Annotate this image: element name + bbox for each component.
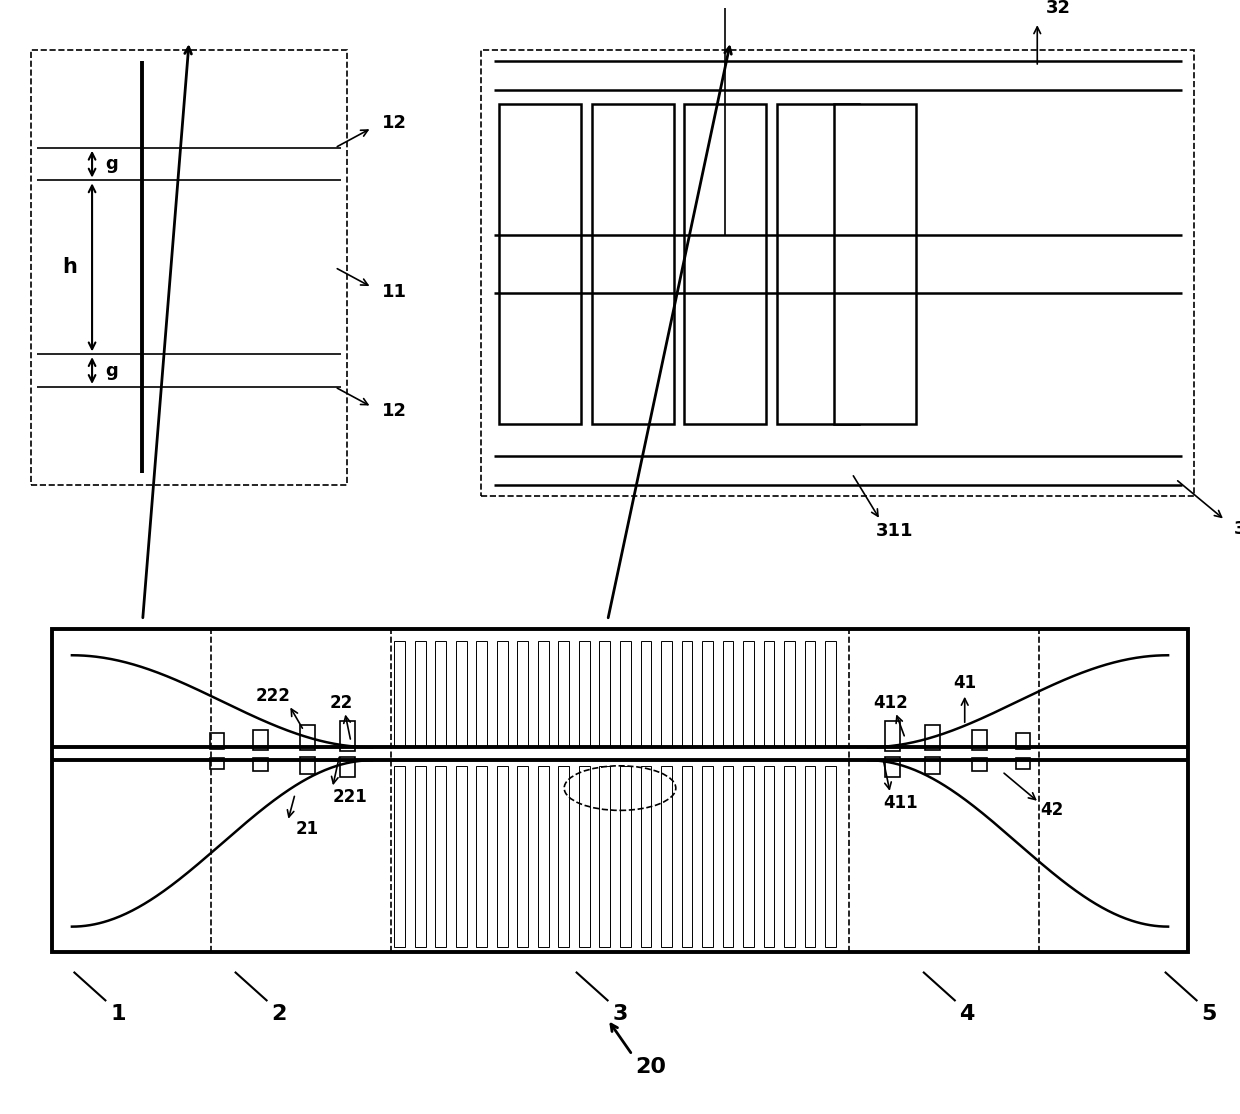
Bar	[210, 733, 224, 749]
Text: 1: 1	[110, 1004, 125, 1024]
Bar	[517, 765, 528, 947]
Bar	[1016, 759, 1030, 769]
Bar	[415, 765, 425, 947]
Bar	[885, 721, 900, 751]
Text: 31: 31	[1234, 520, 1240, 538]
Bar	[825, 641, 836, 747]
Bar	[599, 765, 610, 947]
Text: 5: 5	[1202, 1004, 1216, 1024]
Text: h: h	[62, 257, 77, 277]
Text: 412: 412	[873, 694, 908, 712]
Text: g: g	[105, 362, 118, 380]
Bar	[972, 758, 987, 771]
Text: 221: 221	[332, 788, 367, 807]
Bar	[784, 765, 795, 947]
Bar	[641, 765, 651, 947]
Text: 312: 312	[707, 0, 744, 3]
Bar	[777, 104, 859, 424]
Bar	[702, 641, 713, 747]
Text: g: g	[105, 155, 118, 173]
Bar	[300, 725, 315, 750]
Bar	[558, 765, 569, 947]
Text: 42: 42	[1040, 801, 1063, 820]
Text: 12: 12	[382, 115, 407, 133]
Bar	[805, 765, 816, 947]
Bar	[456, 765, 466, 947]
Bar	[661, 765, 672, 947]
Bar	[481, 50, 1194, 496]
Bar	[723, 765, 733, 947]
Bar	[394, 765, 405, 947]
Bar	[764, 765, 774, 947]
Bar	[538, 765, 548, 947]
Bar	[925, 758, 940, 774]
Bar	[784, 641, 795, 747]
Bar	[579, 765, 590, 947]
Bar	[743, 641, 754, 747]
Bar	[885, 756, 900, 776]
Bar	[1016, 733, 1030, 749]
Bar	[498, 104, 580, 424]
Bar	[825, 765, 836, 947]
Bar	[497, 765, 507, 947]
Bar	[476, 765, 487, 947]
Bar	[641, 641, 651, 747]
Bar	[52, 629, 1188, 952]
Bar	[253, 730, 268, 750]
Bar	[31, 50, 347, 485]
Text: 2: 2	[272, 1004, 286, 1024]
Bar	[435, 641, 446, 747]
Bar	[684, 104, 766, 424]
Bar	[743, 765, 754, 947]
Bar	[661, 641, 672, 747]
Bar	[300, 758, 315, 774]
Bar	[620, 641, 631, 747]
Bar	[435, 765, 446, 947]
Bar	[579, 641, 590, 747]
Bar	[517, 641, 528, 747]
Text: 22: 22	[330, 694, 352, 712]
Text: 20: 20	[635, 1057, 667, 1077]
Bar	[925, 725, 940, 750]
Bar	[805, 641, 816, 747]
Text: 11: 11	[382, 283, 407, 301]
Bar	[558, 641, 569, 747]
Bar	[620, 765, 631, 947]
Bar	[340, 721, 355, 751]
Bar	[340, 756, 355, 776]
Text: 32: 32	[1047, 0, 1071, 17]
Bar	[835, 104, 916, 424]
Bar	[456, 641, 466, 747]
Bar	[210, 759, 224, 769]
Bar	[476, 641, 487, 747]
Bar	[591, 104, 673, 424]
Text: 3: 3	[613, 1004, 627, 1024]
Bar	[599, 641, 610, 747]
Text: 411: 411	[883, 793, 918, 812]
Text: 41: 41	[954, 674, 976, 692]
Bar	[415, 641, 425, 747]
Text: 311: 311	[875, 522, 914, 540]
Bar	[972, 730, 987, 750]
Bar	[253, 758, 268, 771]
Bar	[702, 765, 713, 947]
Bar	[682, 641, 692, 747]
Bar	[394, 641, 405, 747]
Text: 222: 222	[255, 687, 290, 705]
Text: 4: 4	[960, 1004, 975, 1024]
Bar	[497, 641, 507, 747]
Text: 21: 21	[296, 820, 319, 839]
Text: 12: 12	[382, 402, 407, 420]
Bar	[682, 765, 692, 947]
Bar	[538, 641, 548, 747]
Bar	[723, 641, 733, 747]
Bar	[764, 641, 774, 747]
